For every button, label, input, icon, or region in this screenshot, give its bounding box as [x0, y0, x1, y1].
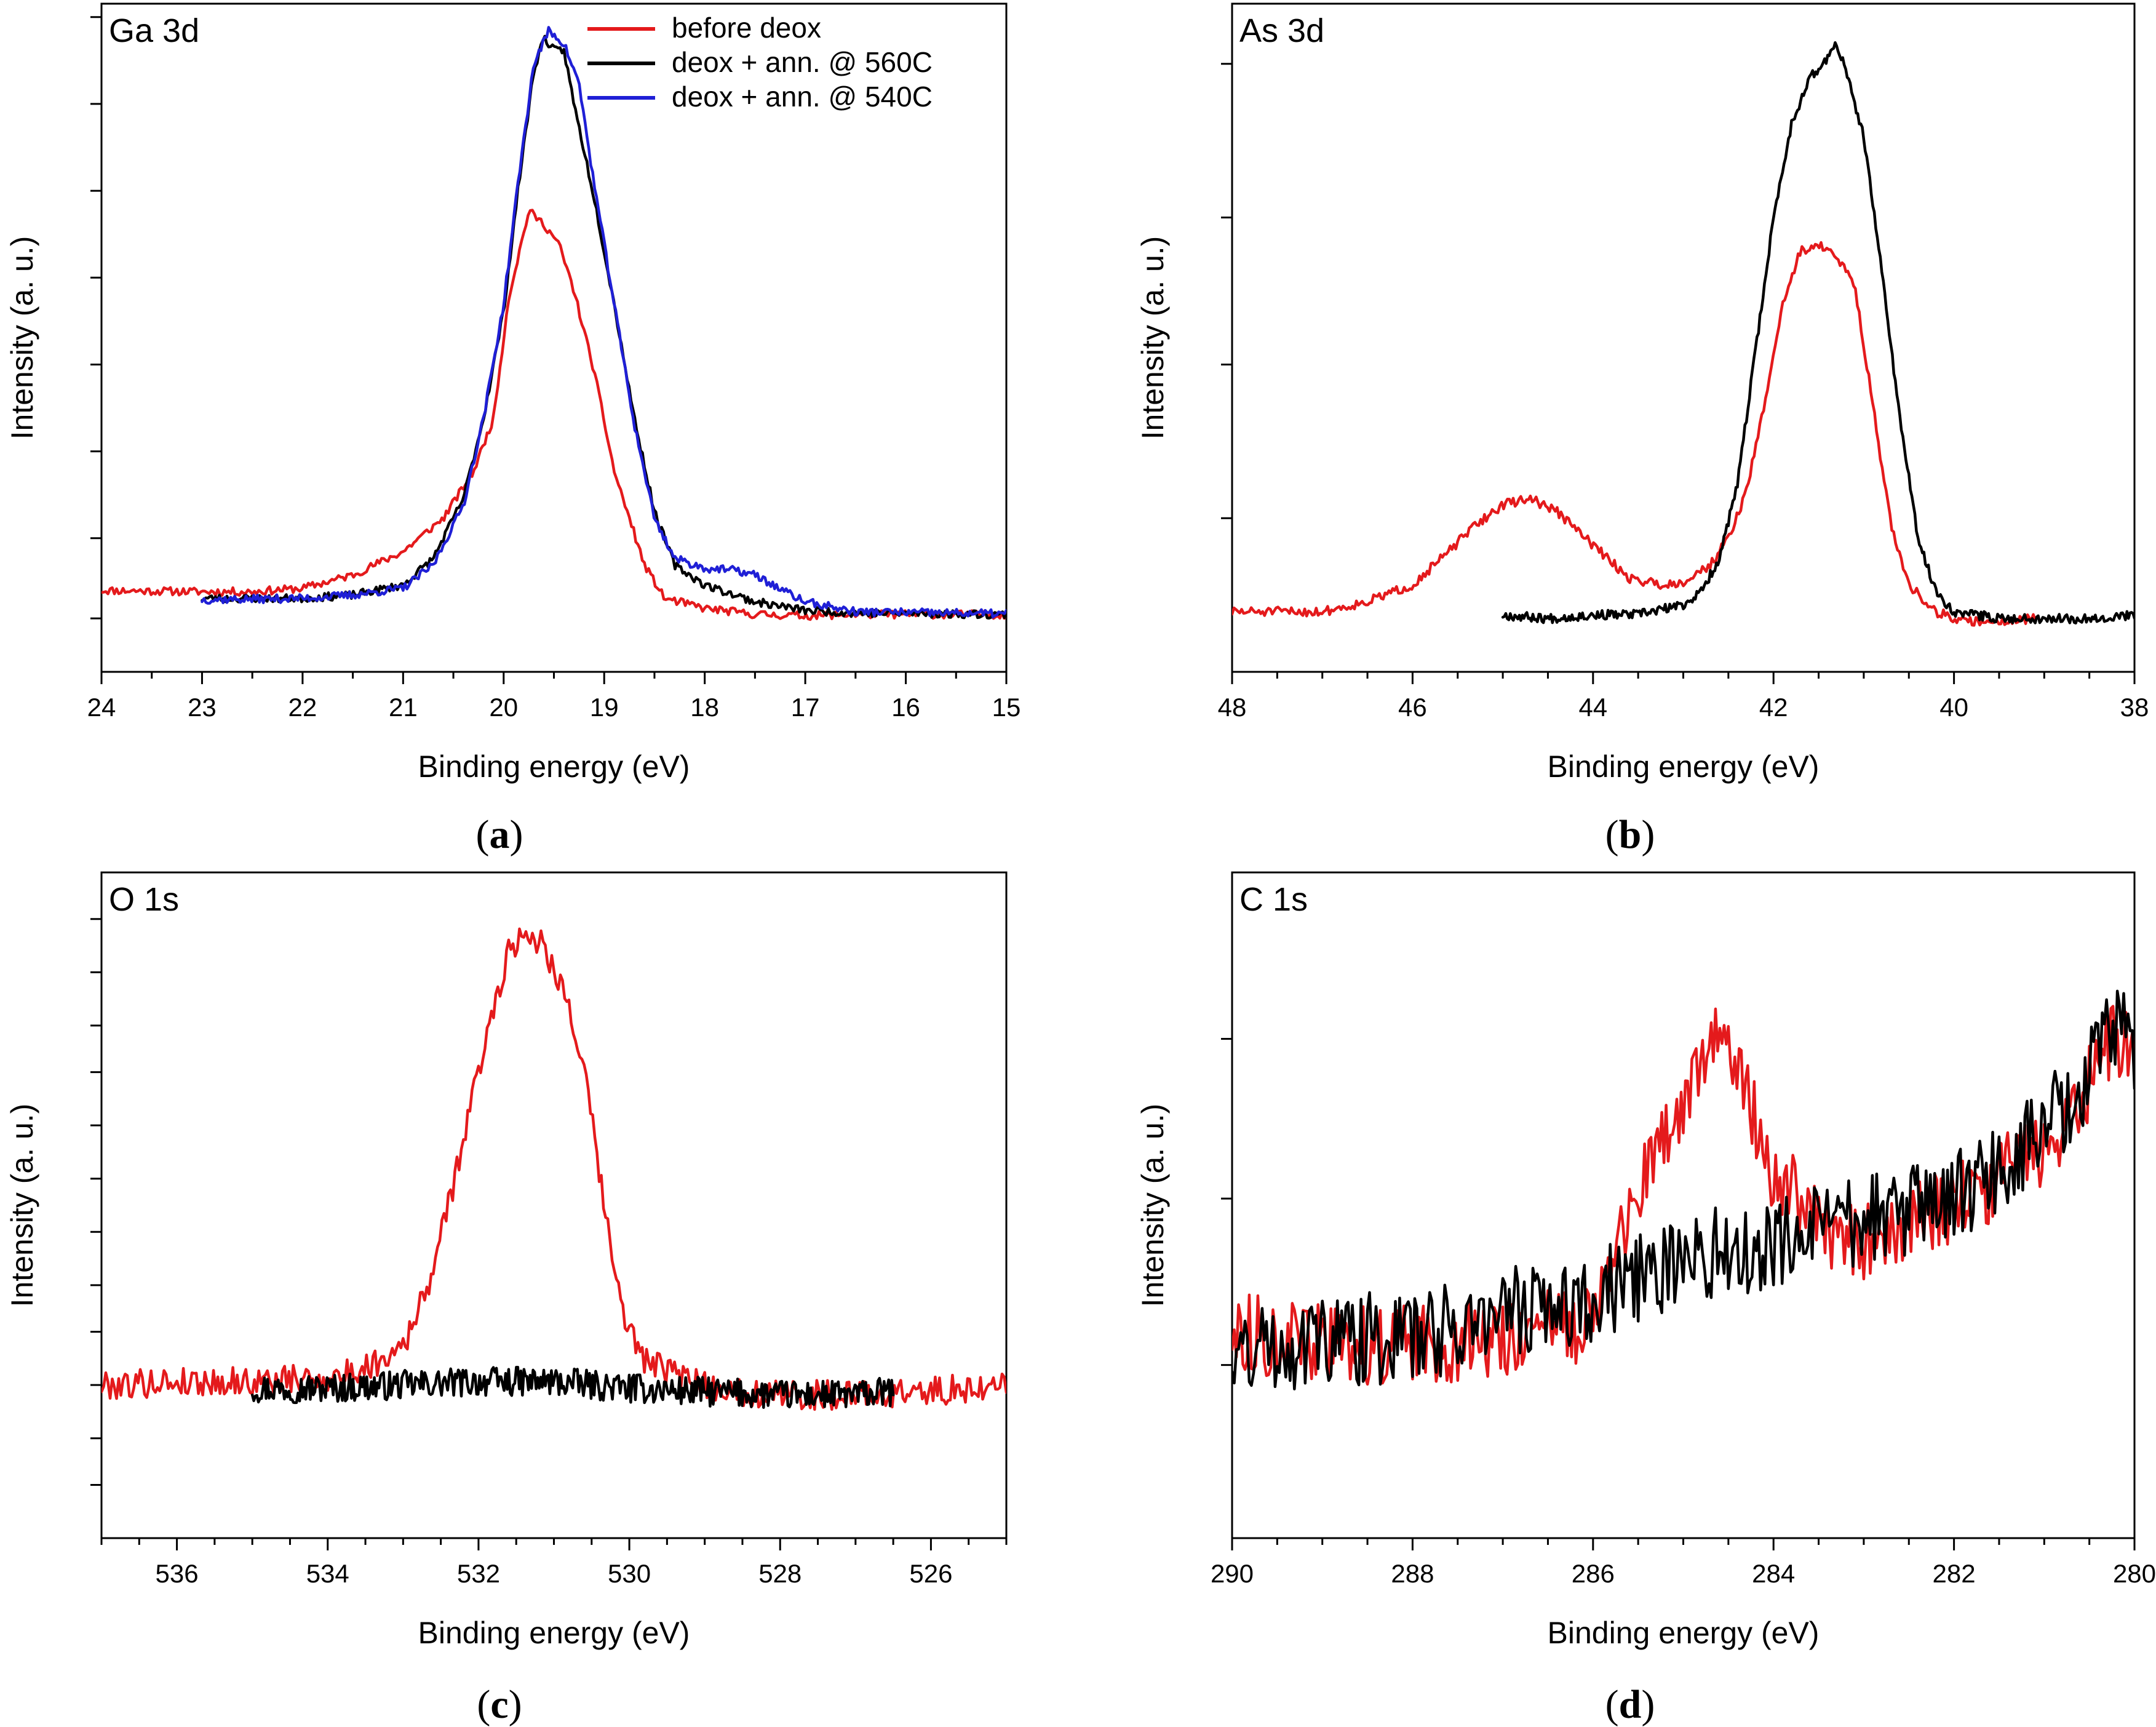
x-tick-label: 15 — [992, 693, 1021, 722]
x-tick-label: 38 — [2120, 693, 2149, 722]
x-axis-label: Binding energy (eV) — [1548, 1616, 1820, 1650]
series-line-before-deox — [101, 209, 1006, 621]
caption-open: ( — [477, 1682, 490, 1727]
x-tick-label: 284 — [1752, 1559, 1795, 1588]
caption-close: ) — [1641, 1682, 1655, 1727]
series-line-deox-ann-560c — [201, 34, 1006, 620]
x-tick-label: 536 — [156, 1559, 199, 1588]
x-tick-label: 528 — [758, 1559, 802, 1588]
x-tick-label: 19 — [590, 693, 619, 722]
series-group — [101, 927, 1006, 1411]
x-tick-label: 48 — [1218, 693, 1247, 722]
panel-c: 536 534 532 530 528 526 Binding energy (eV) Int… — [5, 871, 1008, 1727]
x-tick-label: 286 — [1572, 1559, 1615, 1588]
x-tick-label: 40 — [1939, 693, 1968, 722]
legend-label: deox + ann. @ 540C — [672, 81, 933, 113]
panel-d: 290 288 286 284 282 280 Binding energy (eV) Int… — [1136, 871, 2156, 1727]
caption-open: ( — [1605, 1682, 1619, 1727]
series-line-before-deox — [1232, 241, 2037, 627]
caption-close: ) — [509, 1682, 522, 1727]
caption-letter: b — [1619, 812, 1642, 857]
caption-letter: d — [1619, 1682, 1642, 1727]
x-tick-label: 20 — [489, 693, 518, 722]
x-tick-label: 18 — [690, 693, 719, 722]
panel-b: 48 46 44 42 40 38 Binding energy (eV) Intensity… — [1136, 2, 2149, 857]
series-line-deox-ann-560c — [250, 1366, 895, 1409]
panel-title: C 1s — [1239, 881, 1308, 918]
panel-a: 24 23 22 21 20 19 18 17 16 15 Binding energy (eV) I… — [5, 2, 1021, 857]
x-tick-label: 21 — [389, 693, 418, 722]
legend-label: before deox — [672, 12, 821, 44]
y-axis-label: Intensity (a. u.) — [1136, 236, 1170, 440]
x-tick-label: 288 — [1391, 1559, 1434, 1588]
x-tick-label: 17 — [791, 693, 820, 722]
series-line-deox-ann-560c — [1232, 989, 2134, 1390]
panel-caption: (b) — [1605, 812, 1655, 857]
x-axis-label: Binding energy (eV) — [418, 1616, 690, 1650]
caption-close: ) — [1641, 812, 1655, 857]
panel-title: As 3d — [1239, 12, 1324, 49]
plot-frame — [1231, 2, 2136, 673]
caption-letter: c — [490, 1682, 508, 1727]
series-group — [1232, 41, 2134, 627]
panel-caption: (a) — [476, 812, 523, 857]
x-tick-label: 24 — [87, 693, 116, 722]
panel-title: O 1s — [109, 881, 179, 918]
x-tick-label: 44 — [1578, 693, 1607, 722]
series-line-before-deox — [101, 927, 1006, 1411]
x-axis-label: Binding energy (eV) — [418, 749, 690, 784]
x-tick-label: 280 — [2113, 1559, 2156, 1588]
series-group — [1232, 989, 2134, 1390]
x-tick-label: 42 — [1759, 693, 1788, 722]
x-tick-label: 290 — [1211, 1559, 1254, 1588]
caption-close: ) — [510, 812, 523, 857]
legend-label: deox + ann. @ 560C — [672, 46, 933, 78]
x-tick-label: 282 — [1933, 1559, 1976, 1588]
x-tick-label: 23 — [188, 693, 217, 722]
x-tick-label: 22 — [288, 693, 317, 722]
caption-open: ( — [476, 812, 490, 857]
series-group — [101, 26, 1006, 621]
panel-title: Ga 3d — [109, 12, 199, 49]
series-line-deox-ann-540c — [201, 26, 1006, 619]
x-tick-label: 530 — [608, 1559, 651, 1588]
panel-caption: (d) — [1605, 1682, 1655, 1727]
x-tick-label: 46 — [1398, 693, 1427, 722]
y-axis-label: Intensity (a. u.) — [1136, 1104, 1170, 1307]
x-tick-label: 534 — [306, 1559, 349, 1588]
x-tick-label: 532 — [457, 1559, 500, 1588]
caption-open: ( — [1605, 812, 1619, 857]
panel-caption: (c) — [477, 1682, 522, 1727]
x-axis-label: Binding energy (eV) — [1548, 749, 1820, 784]
y-axis-label: Intensity (a. u.) — [5, 1104, 39, 1307]
series-line-deox-ann-560c — [1501, 41, 2134, 624]
x-tick-label: 526 — [909, 1559, 952, 1588]
plot-frame — [1231, 871, 2136, 1539]
x-tick-label: 16 — [891, 693, 920, 722]
y-axis-label: Intensity (a. u.) — [5, 236, 39, 440]
caption-letter: a — [490, 812, 510, 857]
